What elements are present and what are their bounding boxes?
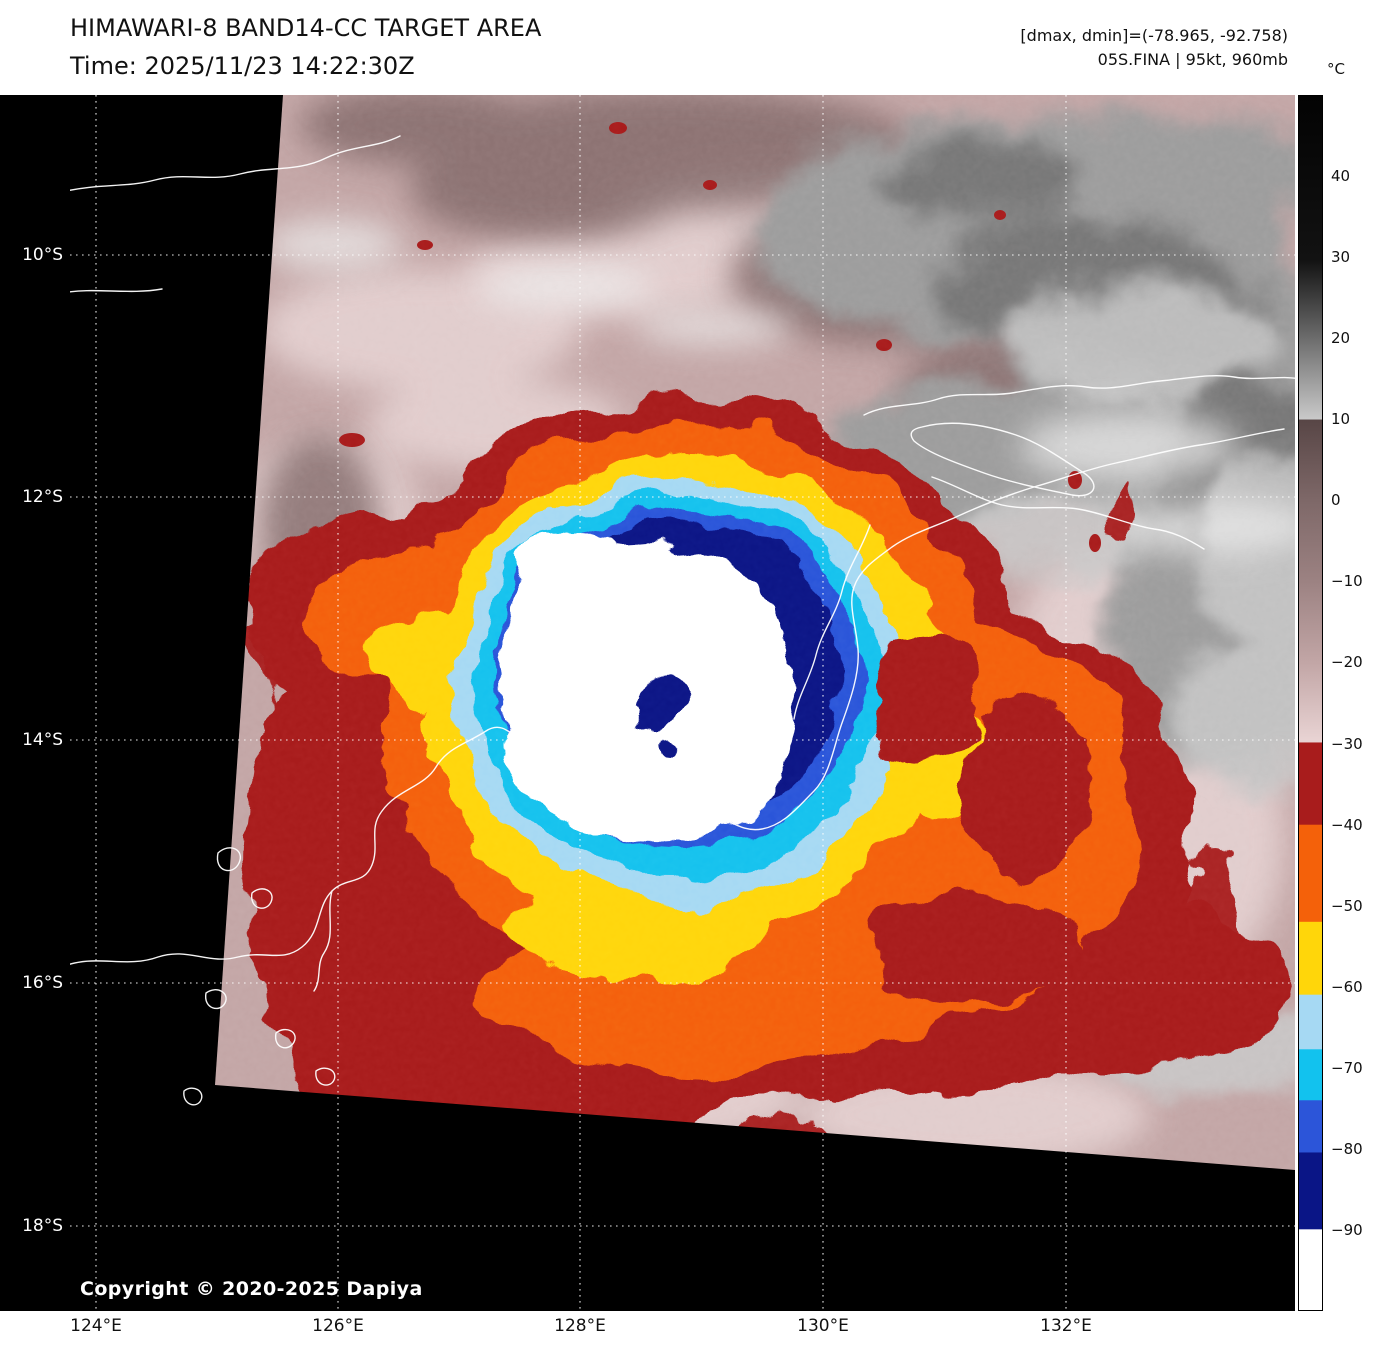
lon-tick-label: 124°E [70,1316,122,1336]
lat-tick-label: 18°S [22,1216,63,1236]
colorbar-tick-label: 20 [1331,329,1351,348]
lon-tick-label: 132°E [1040,1316,1092,1336]
satellite-map [70,95,1295,1311]
colorbar-tick-label: −10 [1331,572,1363,591]
lat-tick-label: 14°S [22,730,63,750]
lat-tick-label: 12°S [22,487,63,507]
colorbar-tick-label: 40 [1331,167,1351,186]
lon-tick-label: 126°E [312,1316,364,1336]
page-title: HIMAWARI-8 BAND14-CC TARGET AREA [70,14,542,42]
colorbar-tick-label: −70 [1331,1058,1363,1077]
colorbar [1298,95,1323,1311]
colorbar-tick-label: 0 [1331,491,1341,510]
grain-texture [215,95,1295,1170]
graticule [70,95,1295,1311]
colorbar-tick-label: −50 [1331,896,1363,915]
copyright-notice: Copyright © 2020-2025 Dapiya [80,1278,423,1300]
coastlines [70,135,1295,1106]
timestamp: Time: 2025/11/23 14:22:30Z [70,52,415,80]
lon-tick-label: 130°E [797,1316,849,1336]
lat-tick-label: 10°S [22,245,63,265]
storm-info: 05S.FINA | 95kt, 960mb [1097,50,1288,69]
lat-tick-label: 16°S [22,973,63,993]
colorbar-tick-label: −90 [1331,1220,1363,1239]
colorbar-tick-label: −20 [1331,653,1363,672]
colorbar-tick-label: 10 [1331,410,1351,429]
swath [215,95,1295,1170]
colorbar-tick-label: −80 [1331,1139,1363,1158]
lon-tick-label: 128°E [554,1316,606,1336]
colorbar-unit-label: °C [1327,60,1345,78]
colorbar-tick-label: −60 [1331,977,1363,996]
colorbar-gradient [1299,96,1322,1310]
colorbar-tick-label: −30 [1331,734,1363,753]
colorbar-tick-label: 30 [1331,248,1351,267]
colorbar-tick-label: −40 [1331,815,1363,834]
dmax-dmin-readout: [dmax, dmin]=(-78.965, -92.758) [1020,26,1288,45]
